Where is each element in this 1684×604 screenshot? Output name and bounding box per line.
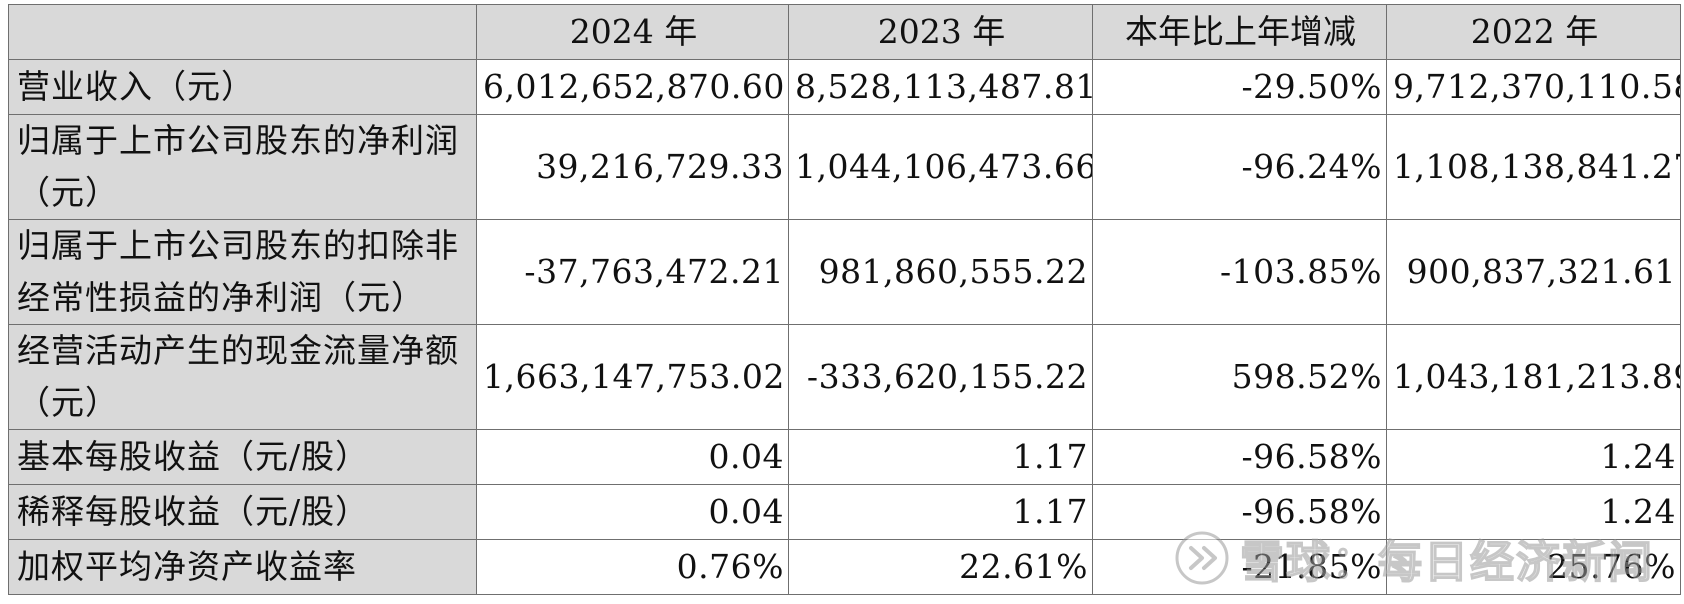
cell-2023: 8,528,113,487.81 [788, 59, 1093, 115]
table-row: 加权平均净资产收益率 0.76% 22.61% -21.85% 25.76% [8, 539, 1681, 595]
table-row: 归属于上市公司股东的扣除非经常性损益的净利润（元） -37,763,472.21… [8, 219, 1681, 325]
cell-yoy: -96.58% [1092, 484, 1387, 540]
table-row: 营业收入（元） 6,012,652,870.60 8,528,113,487.8… [8, 59, 1681, 115]
financial-summary-table: 2024 年 2023 年 本年比上年增减 2022 年 营业收入（元） 6,0… [8, 4, 1681, 595]
row-label-deducted-net-profit: 归属于上市公司股东的扣除非经常性损益的净利润（元） [8, 219, 477, 325]
header-corner [8, 4, 477, 60]
cell-2024: 39,216,729.33 [476, 114, 789, 220]
cell-2023: 1.17 [788, 484, 1093, 540]
row-label-basic-eps: 基本每股收益（元/股） [8, 429, 477, 485]
cell-2024: 1,663,147,753.02 [476, 324, 789, 430]
row-label-net-profit: 归属于上市公司股东的净利润（元） [8, 114, 477, 220]
cell-2022: 1.24 [1386, 429, 1681, 485]
row-label-operating-cash-flow: 经营活动产生的现金流量净额（元） [8, 324, 477, 430]
cell-2023: 1.17 [788, 429, 1093, 485]
cell-2024: -37,763,472.21 [476, 219, 789, 325]
cell-yoy: -29.50% [1092, 59, 1387, 115]
cell-yoy: -21.85% [1092, 539, 1387, 595]
cell-2022: 1.24 [1386, 484, 1681, 540]
table-header-row: 2024 年 2023 年 本年比上年增减 2022 年 [8, 4, 1681, 60]
table-row: 稀释每股收益（元/股） 0.04 1.17 -96.58% 1.24 [8, 484, 1681, 540]
cell-2022: 1,108,138,841.27 [1386, 114, 1681, 220]
table-row: 经营活动产生的现金流量净额（元） 1,663,147,753.02 -333,6… [8, 324, 1681, 430]
cell-2023: 981,860,555.22 [788, 219, 1093, 325]
header-2022: 2022 年 [1386, 4, 1681, 60]
header-2023: 2023 年 [788, 4, 1093, 60]
cell-yoy: -96.24% [1092, 114, 1387, 220]
cell-2024: 6,012,652,870.60 [476, 59, 789, 115]
header-2024: 2024 年 [476, 4, 789, 60]
cell-2022: 25.76% [1386, 539, 1681, 595]
cell-yoy: -103.85% [1092, 219, 1387, 325]
header-yoy-change: 本年比上年增减 [1092, 4, 1387, 60]
cell-2023: -333,620,155.22 [788, 324, 1093, 430]
cell-2022: 1,043,181,213.89 [1386, 324, 1681, 430]
cell-2024: 0.76% [476, 539, 789, 595]
table-row: 基本每股收益（元/股） 0.04 1.17 -96.58% 1.24 [8, 429, 1681, 485]
row-label-diluted-eps: 稀释每股收益（元/股） [8, 484, 477, 540]
cell-yoy: 598.52% [1092, 324, 1387, 430]
row-label-revenue: 营业收入（元） [8, 59, 477, 115]
cell-yoy: -96.58% [1092, 429, 1387, 485]
cell-2024: 0.04 [476, 429, 789, 485]
cell-2022: 9,712,370,110.58 [1386, 59, 1681, 115]
cell-2023: 1,044,106,473.66 [788, 114, 1093, 220]
cell-2023: 22.61% [788, 539, 1093, 595]
row-label-weighted-roe: 加权平均净资产收益率 [8, 539, 477, 595]
cell-2024: 0.04 [476, 484, 789, 540]
table-row: 归属于上市公司股东的净利润（元） 39,216,729.33 1,044,106… [8, 114, 1681, 220]
cell-2022: 900,837,321.61 [1386, 219, 1681, 325]
